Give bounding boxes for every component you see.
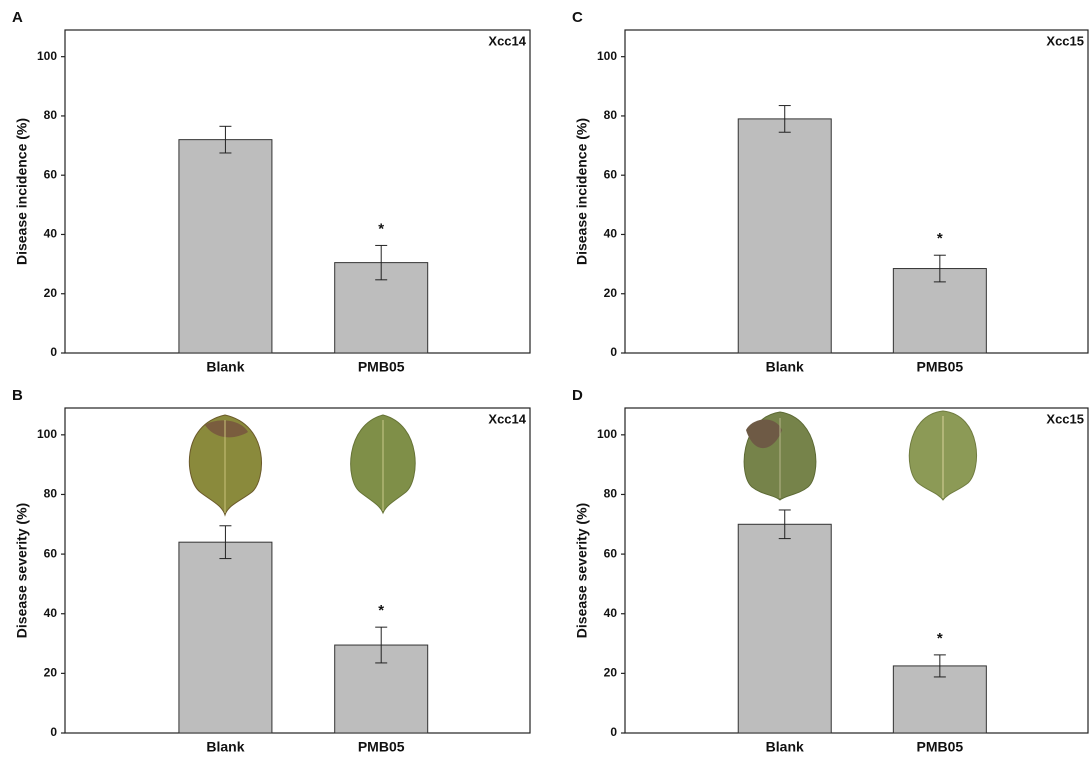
error-bar [375,244,388,281]
y-tick-label: 80 [604,108,618,122]
panel-annotation: Xcc15 [1046,33,1084,48]
y-tick-label: 100 [597,49,617,63]
y-tick-label: 20 [604,286,618,300]
y-axis-label: Disease severity (%) [574,503,590,638]
x-tick-label: PMB05 [358,739,405,755]
panel-annotation: Xcc15 [1046,411,1084,426]
x-tick-label: PMB05 [916,359,963,375]
x-tick-label: Blank [206,739,244,755]
y-tick-label: 80 [44,108,58,122]
y-tick-label: 100 [37,427,57,441]
y-tick-label: 80 [604,487,618,501]
significance-mark: * [937,630,943,647]
plot-frame [624,29,1089,354]
y-tick-label: 0 [610,725,617,739]
plot-frame [64,407,531,734]
y-tick-label: 0 [610,345,617,359]
bar [892,268,987,354]
y-tick-label: 40 [604,606,618,620]
y-axis-label: Disease severity (%) [14,503,30,638]
y-tick-label: 40 [604,227,618,241]
y-tick-label: 0 [50,725,57,739]
y-tick-label: 100 [597,427,617,441]
y-tick-label: 0 [50,345,57,359]
error-bar [219,125,232,154]
panel-annotation: Xcc14 [488,33,526,48]
panel-label: C [572,9,583,26]
bar [178,139,273,354]
y-tick-label: 20 [44,666,58,680]
y-tick-label: 60 [44,546,58,560]
y-tick-label: 100 [37,49,57,63]
y-tick-label: 60 [44,167,58,181]
x-tick-label: PMB05 [358,359,405,375]
y-axis-label: Disease incidence (%) [14,118,30,265]
bar [737,523,832,734]
panel-annotation: Xcc14 [488,411,526,426]
x-tick-label: Blank [766,739,804,755]
plot-frame [64,29,531,354]
significance-mark: * [378,602,384,619]
significance-mark: * [937,230,943,247]
leaf-images [189,410,978,517]
panel-label: B [12,387,23,404]
x-tick-label: PMB05 [916,739,963,755]
panel-label: D [572,387,583,404]
y-tick-label: 60 [604,546,618,560]
y-tick-label: 40 [44,606,58,620]
y-axis-label: Disease incidence (%) [574,118,590,265]
bar [737,118,832,354]
bar [178,541,273,734]
error-bar [933,254,946,283]
error-bar [375,626,388,664]
y-tick-label: 20 [604,666,618,680]
x-tick-label: Blank [766,359,804,375]
error-bar [933,654,946,678]
panel-label: A [12,9,23,26]
error-bar [778,105,791,133]
leaf-lesion [205,420,248,438]
y-tick-label: 80 [44,487,58,501]
error-bar [219,525,232,560]
y-tick-label: 40 [44,227,58,241]
leaf-lesion [746,419,782,449]
error-bar [778,509,791,540]
significance-mark: * [378,220,384,237]
y-tick-label: 20 [44,286,58,300]
x-tick-label: Blank [206,359,244,375]
plot-frame [624,407,1089,734]
y-tick-label: 60 [604,167,618,181]
